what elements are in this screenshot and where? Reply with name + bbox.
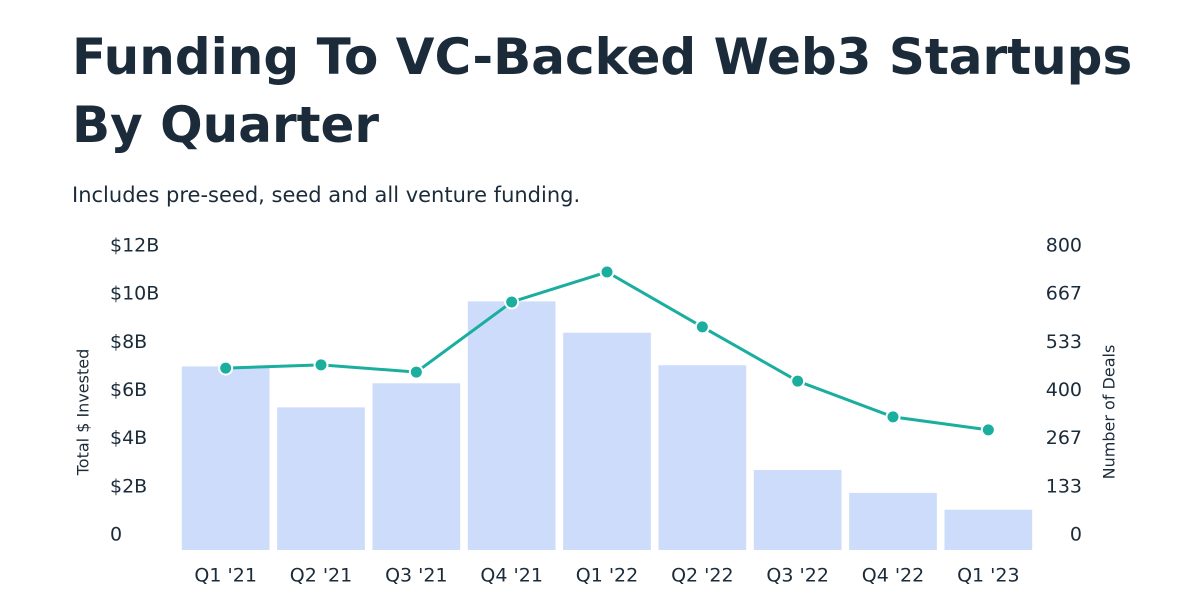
y2-axis-title: Number of Deals <box>1100 345 1119 480</box>
point <box>599 264 615 280</box>
y2-tick-label: 267 <box>1046 427 1082 449</box>
x-tick-label: Q1 '23 <box>957 565 1019 587</box>
bar <box>849 492 937 550</box>
chart-title: Funding To VC-Backed Web3 Startups By Qua… <box>72 28 1132 154</box>
point <box>218 360 234 376</box>
x-tick-label: Q1 '21 <box>194 565 256 587</box>
y2-tick-label: 667 <box>1046 283 1082 305</box>
point <box>694 319 710 335</box>
title-line: By Quarter <box>72 96 379 154</box>
point <box>980 422 996 438</box>
point <box>408 364 424 380</box>
x-tick-label: Q2 '22 <box>671 565 733 587</box>
x-tick-label: Q1 '22 <box>576 565 638 587</box>
y2-tick-label: 533 <box>1046 331 1082 353</box>
bar <box>372 383 461 550</box>
bar <box>658 365 747 550</box>
y-tick-label: $6B <box>110 379 147 401</box>
bar <box>944 509 1033 550</box>
y2-tick-label: 400 <box>1046 379 1082 401</box>
x-tick-label: Q4 '21 <box>480 565 542 587</box>
bar <box>467 301 556 550</box>
y-tick-label: $4B <box>110 427 147 449</box>
y2-tick-label: 0 <box>1070 524 1082 546</box>
bar <box>277 407 365 550</box>
y-axis-title: Total $ Invested <box>74 349 93 477</box>
y-tick-label: $8B <box>110 331 147 353</box>
x-tick-label: Q3 '22 <box>766 565 828 587</box>
y-tick-label: $12B <box>110 235 159 257</box>
point <box>504 294 520 310</box>
point <box>790 373 806 389</box>
point <box>313 357 329 373</box>
y2-tick-label: 800 <box>1046 235 1082 257</box>
x-tick-label: Q4 '22 <box>862 565 924 587</box>
bar <box>753 469 842 550</box>
y-tick-label: 0 <box>110 524 122 546</box>
x-tick-label: Q3 '21 <box>385 565 447 587</box>
x-tick-label: Q2 '21 <box>290 565 352 587</box>
y-tick-label: $2B <box>110 475 147 497</box>
point <box>885 409 901 425</box>
bar <box>181 366 270 550</box>
chart-subtitle: Includes pre-seed, seed and all venture … <box>72 183 580 207</box>
y2-tick-label: 133 <box>1046 475 1082 497</box>
y-tick-label: $10B <box>110 283 159 305</box>
title-line: Funding To VC-Backed Web3 Startups <box>72 28 1132 86</box>
bar <box>563 332 651 550</box>
